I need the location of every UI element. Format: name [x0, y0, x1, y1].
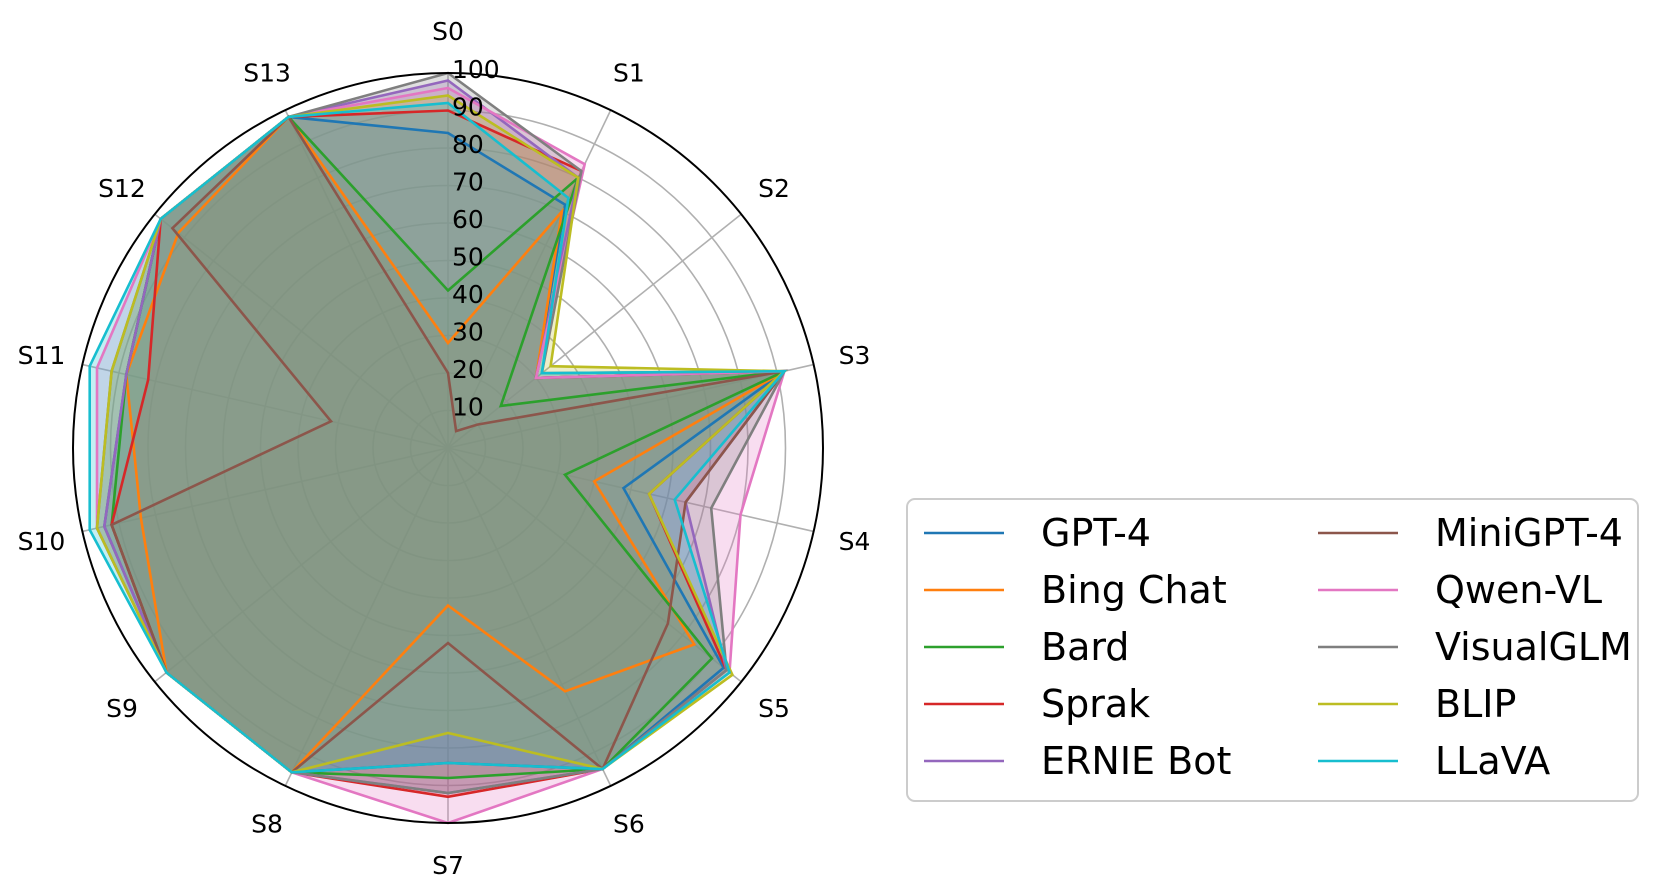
legend-label: Bard — [1041, 625, 1129, 669]
legend: GPT-4 Bing Chat Bard Sprak ERNIE Bot MiniGPT-… — [906, 498, 1639, 802]
legend-label: Bing Chat — [1041, 568, 1227, 612]
legend-label: GPT-4 — [1041, 511, 1151, 555]
grid-spoke — [447, 213, 742, 449]
legend-label: ERNIE Bot — [1041, 739, 1231, 783]
outer-frame — [72, 72, 824, 824]
legend-label: BLIP — [1435, 682, 1516, 726]
grid-spoke — [82, 363, 449, 449]
legend-box — [906, 498, 1639, 802]
legend-label: LLaVA — [1435, 739, 1550, 783]
grid-spoke — [447, 447, 612, 787]
axis-label: S12 — [98, 174, 146, 203]
grid-spoke — [447, 363, 814, 449]
grid-spoke — [284, 109, 449, 449]
axis-label: S10 — [18, 527, 66, 556]
radial-tick-label: 10 — [452, 393, 484, 422]
series-line — [88, 101, 788, 774]
series-area — [104, 116, 785, 773]
grid-spoke — [82, 447, 449, 533]
axis-label: S7 — [432, 851, 464, 880]
series-area — [111, 110, 785, 797]
grid-spoke — [447, 447, 814, 533]
legend-label: Qwen-VL — [1435, 568, 1602, 612]
radial-tick-label: 60 — [452, 205, 484, 234]
axis-label: S1 — [613, 58, 645, 87]
legend-label: Sprak — [1041, 682, 1150, 726]
axis-label: S3 — [839, 341, 871, 370]
grid-spoke — [154, 447, 449, 683]
radial-tick-label: 20 — [452, 355, 484, 384]
series-line — [95, 94, 788, 774]
axis-label: S2 — [758, 174, 790, 203]
axis-label: S13 — [243, 58, 291, 87]
axis-label: S0 — [432, 17, 464, 46]
axis-label: S5 — [758, 694, 790, 723]
axis-labels: 10 20 30 40 50 60 70 80 90 100 S0 S1 S2 S3 S4 S5 S6 S7 S8 S… — [18, 17, 871, 880]
legend-label: MiniGPT-4 — [1435, 511, 1623, 555]
radial-tick-label: 100 — [452, 55, 500, 84]
series-area — [97, 73, 785, 793]
radial-tick-label: 40 — [452, 280, 484, 309]
grid-spoke — [154, 213, 449, 449]
series-area — [111, 116, 785, 778]
series-area — [126, 116, 785, 773]
series-area — [104, 80, 785, 793]
chart-frame — [72, 72, 824, 824]
series-area — [97, 95, 785, 773]
series-line — [109, 114, 788, 774]
axis-label: S11 — [18, 341, 66, 370]
series-area — [89, 103, 785, 773]
series-layer — [88, 71, 789, 825]
axis-label: S8 — [251, 810, 283, 839]
grid-spoke — [284, 447, 449, 787]
series-area — [97, 88, 785, 823]
radial-tick-label: 30 — [452, 318, 484, 347]
radial-tick-label: 70 — [452, 168, 484, 197]
radial-tick-label: 90 — [452, 93, 484, 122]
series-area — [111, 116, 785, 773]
axis-label: S6 — [613, 810, 645, 839]
radial-tick-label: 50 — [452, 243, 484, 272]
radial-tick-label: 80 — [452, 130, 484, 159]
axis-label: S9 — [106, 694, 138, 723]
axis-label: S4 — [839, 527, 871, 556]
legend-label: VisualGLM — [1435, 625, 1632, 669]
